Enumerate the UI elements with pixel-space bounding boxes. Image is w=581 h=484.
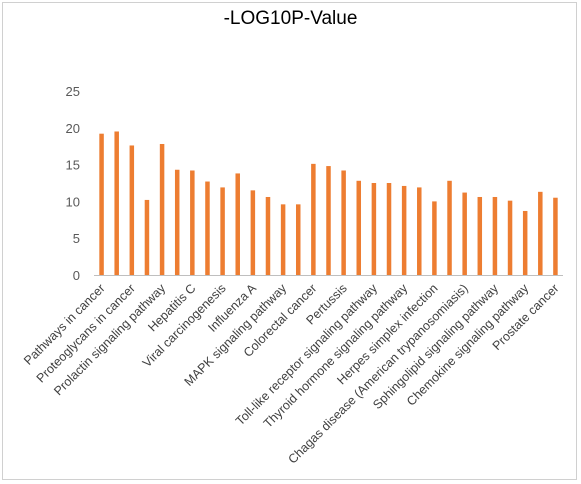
y-tick-label: 15 (66, 158, 80, 173)
bar (205, 181, 210, 275)
bar (386, 183, 392, 275)
bar (522, 210, 528, 275)
bar (356, 180, 362, 275)
bar (371, 183, 377, 275)
bar (129, 145, 135, 275)
y-tick-label: 10 (66, 194, 80, 209)
bar (144, 199, 150, 275)
bar (507, 200, 513, 275)
bar (447, 180, 452, 275)
bar (174, 169, 180, 275)
y-tick-label: 5 (73, 231, 80, 246)
bar (492, 196, 498, 275)
bar (250, 190, 256, 275)
bar (341, 170, 346, 275)
bar (311, 163, 316, 275)
chart-title: -LOG10P-Value (223, 8, 358, 29)
bar (462, 192, 467, 275)
bar (401, 185, 407, 275)
bar (265, 196, 271, 275)
bar (417, 187, 422, 275)
y-tick-label: 0 (73, 268, 80, 283)
bar (280, 204, 286, 275)
bar (190, 170, 195, 275)
bar (477, 196, 483, 275)
y-tick-label: 25 (66, 84, 80, 99)
bar (114, 131, 119, 275)
bar (432, 201, 437, 275)
bar (220, 187, 225, 275)
bar (159, 143, 165, 275)
y-tick-label: 20 (66, 121, 80, 136)
bar (538, 191, 543, 275)
bar (553, 197, 558, 275)
bar (326, 166, 331, 275)
bar (295, 204, 301, 275)
bar (235, 173, 240, 275)
bar (99, 133, 104, 275)
